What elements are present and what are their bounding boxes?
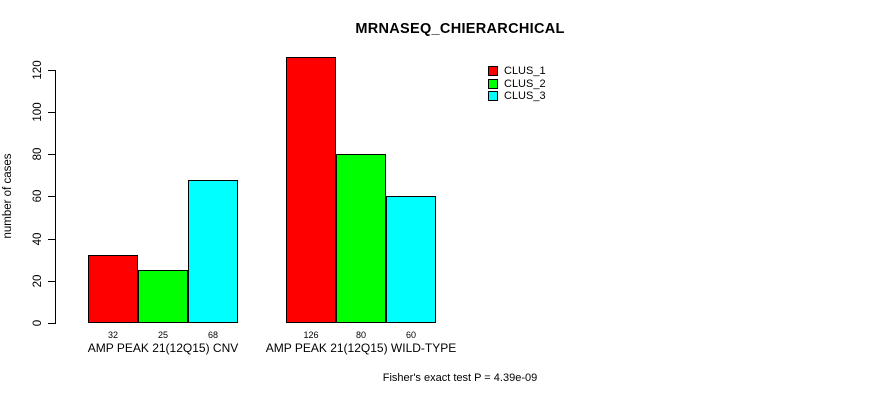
- bar-clus_2-group1: [138, 270, 188, 323]
- bar-value-label: 68: [207, 330, 218, 340]
- y-tick-label: 100: [32, 102, 44, 122]
- legend-label-clus_3: CLUS_3: [504, 90, 546, 103]
- legend-label-clus_2: CLUS_2: [504, 77, 546, 90]
- y-tick: [48, 154, 55, 156]
- bar-value-label: 80: [355, 330, 366, 340]
- bar-clus_2-group2: [336, 154, 386, 323]
- category-label: AMP PEAK 21(12Q15) WILD-TYPE: [265, 341, 457, 355]
- legend-row-clus_2: CLUS_2: [488, 78, 546, 91]
- bar-value-label: 60: [405, 330, 416, 340]
- legend-swatch-clus_3: [488, 91, 498, 102]
- y-tick: [48, 196, 55, 198]
- bar-clus_1-group1: [88, 255, 138, 323]
- bar-clus_3-group2: [386, 196, 436, 323]
- y-tick-label: 40: [32, 232, 44, 245]
- legend-swatch-clus_2: [488, 78, 498, 89]
- chart-title: MRNASEQ_CHIERARCHICAL: [355, 21, 565, 37]
- y-axis-label: number of cases: [2, 153, 14, 239]
- y-tick: [48, 238, 55, 240]
- bar-value-label: 25: [157, 330, 168, 340]
- y-tick: [48, 280, 55, 282]
- bar-clus_3-group1: [188, 179, 238, 323]
- bar-value-label: 32: [107, 330, 118, 340]
- y-tick-label: 60: [32, 190, 44, 203]
- y-tick-label: 80: [32, 147, 44, 161]
- legend-row-clus_1: CLUS_1: [488, 65, 546, 78]
- y-tick: [48, 112, 55, 113]
- y-axis-line: [55, 69, 56, 324]
- legend-swatch-clus_1: [488, 66, 498, 77]
- category-label: AMP PEAK 21(12Q15) CNV: [87, 341, 239, 355]
- legend-label-clus_1: CLUS_1: [504, 65, 546, 78]
- y-tick: [48, 69, 55, 71]
- bar-value-label: 126: [303, 330, 319, 340]
- y-tick: [48, 323, 55, 324]
- y-tick-label: 0: [32, 319, 44, 327]
- y-tick-label: 120: [32, 60, 44, 80]
- stat-annotation: Fisher's exact test P = 4.39e-09: [382, 372, 538, 384]
- y-tick-label: 20: [32, 274, 44, 288]
- legend-row-clus_3: CLUS_3: [488, 90, 546, 103]
- bar-clus_1-group2: [286, 57, 336, 323]
- legend: CLUS_1 CLUS_2 CLUS_3: [488, 65, 546, 103]
